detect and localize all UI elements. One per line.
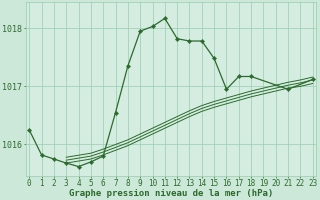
X-axis label: Graphe pression niveau de la mer (hPa): Graphe pression niveau de la mer (hPa) xyxy=(69,189,273,198)
